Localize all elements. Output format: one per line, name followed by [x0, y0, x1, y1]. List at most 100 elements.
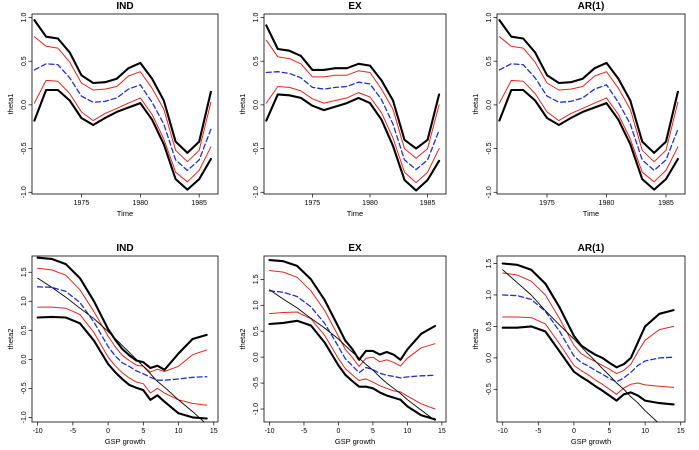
y-tick-label: 0.0	[486, 353, 493, 363]
y-tick-label: 1.0	[486, 290, 493, 300]
y-tick-label: 1.0	[253, 13, 260, 23]
chart-panel-4: IND -10 -5 0 5 10 15 -1.0 -0.5 0.0 0.5 1.0 1.5 GSP gr…	[6, 243, 219, 446]
series-line-inner	[502, 272, 675, 375]
series-line-estimate	[265, 71, 440, 171]
series-line-outer	[33, 88, 212, 191]
chart-panel-6: AR(1) -10 -5 0 5 10 15 -0.5 0.0 0.5 1.0 1.5 GSP grow…	[471, 243, 686, 446]
y-tick-label: 0.5	[486, 56, 493, 66]
series-line-outer	[498, 88, 679, 191]
y-tick-label: 1.5	[21, 267, 28, 277]
y-tick-label: -1.0	[21, 186, 28, 198]
x-tick-label: 5	[371, 428, 375, 435]
x-axis-label: Time	[117, 209, 133, 218]
y-tick-label: 0.5	[253, 56, 260, 66]
y-tick-label: -0.5	[21, 142, 28, 154]
y-tick-label: 0.0	[21, 354, 28, 364]
series-line-outer	[36, 315, 208, 420]
series-line-outer	[268, 259, 437, 361]
y-axis-label: theta2	[471, 329, 480, 350]
y-tick-label: 0.0	[21, 100, 28, 110]
series-line-inner	[502, 316, 675, 395]
chart-panel-2: EX 1975 1980 1985 -1.0 -0.5 0.0 0.5 1.0 Time theta…	[238, 1, 447, 218]
x-tick-label: 1975	[305, 200, 321, 207]
y-tick-label: -1.0	[21, 411, 28, 423]
y-axis-label: theta1	[471, 94, 480, 115]
y-tick-label: -1.0	[253, 403, 260, 415]
x-tick-label: 15	[677, 428, 685, 435]
plot-frame	[496, 255, 686, 423]
x-tick-label: 1985	[658, 200, 674, 207]
x-tick-label: 1980	[133, 200, 149, 207]
y-tick-label: 0.5	[21, 325, 28, 335]
series-line-inner	[37, 267, 208, 373]
y-tick-label: 1.5	[486, 259, 493, 269]
plot-frame	[496, 13, 686, 195]
x-axis-label: GSP growth	[335, 437, 375, 446]
x-tick-label: -5	[70, 428, 76, 435]
x-tick-label: 1980	[362, 200, 378, 207]
plot-frame	[263, 255, 447, 423]
chart-panel-1: IND 1975 1980 1985 -1.0 -0.5 0.0 0.5 1.0 Time thet…	[6, 1, 219, 218]
y-tick-label: 1.5	[253, 274, 260, 284]
series-line-inner	[269, 270, 436, 367]
plot-frame	[31, 255, 219, 423]
chart-panel-3: AR(1) 1975 1980 1985 -1.0 -0.5 0.0 0.5 1.0 Time th…	[471, 1, 686, 218]
y-axis-label: theta1	[6, 94, 15, 115]
series-line-outer	[33, 19, 212, 154]
x-tick-label: 0	[106, 428, 110, 435]
x-axis-label: GSP growth	[571, 437, 611, 446]
series-line-outer	[498, 19, 679, 154]
x-tick-label: 15	[438, 428, 446, 435]
chart-title: IND	[116, 243, 133, 254]
chart-title: IND	[116, 1, 133, 12]
series-line-inner	[265, 39, 440, 159]
plot-frame	[263, 13, 447, 195]
y-tick-label: 0.5	[253, 326, 260, 336]
series-line-estimate	[268, 290, 436, 379]
y-tick-label: -1.0	[253, 186, 260, 198]
chart-title: AR(1)	[578, 243, 605, 254]
x-axis-label: Time	[583, 209, 599, 218]
series-line-inner	[33, 79, 212, 183]
chart-title: EX	[348, 1, 362, 12]
x-tick-label: -5	[535, 428, 541, 435]
y-tick-label: -0.5	[486, 142, 493, 154]
y-tick-label: 0.0	[486, 100, 493, 110]
series-line-estimate	[502, 294, 675, 383]
y-tick-label: -0.5	[253, 377, 260, 389]
x-tick-label: 10	[403, 428, 411, 435]
x-tick-label: 5	[608, 428, 612, 435]
x-tick-label: 10	[175, 428, 183, 435]
series-line-inner	[33, 36, 212, 163]
x-tick-label: 15	[210, 428, 218, 435]
series-line-inner	[269, 311, 436, 410]
series-line-inner	[498, 36, 679, 163]
chart-title: AR(1)	[578, 1, 605, 12]
chart-title: EX	[348, 243, 362, 254]
series-line-reference	[502, 269, 659, 422]
series-line-inner	[265, 86, 440, 184]
x-tick-label: 1985	[191, 200, 207, 207]
y-tick-label: 1.0	[21, 296, 28, 306]
y-tick-label: 1.0	[486, 13, 493, 23]
series-line-reference	[269, 289, 436, 421]
x-tick-label: 1975	[539, 200, 555, 207]
y-tick-label: 0.0	[253, 352, 260, 362]
y-tick-label: 0.5	[21, 56, 28, 66]
y-tick-label: 0.0	[253, 100, 260, 110]
x-tick-label: 1975	[74, 200, 90, 207]
x-tick-label: 1985	[420, 200, 436, 207]
y-axis-label: theta1	[238, 94, 247, 115]
series-line-outer	[265, 24, 441, 150]
x-axis-label: Time	[347, 209, 363, 218]
y-tick-label: 0.5	[486, 321, 493, 331]
y-tick-label: 1.0	[21, 13, 28, 23]
series-line-inner	[37, 306, 208, 406]
y-tick-label: -0.5	[253, 142, 260, 154]
x-tick-label: 0	[337, 428, 341, 435]
y-axis-label: theta2	[6, 329, 15, 350]
x-tick-label: 5	[141, 428, 145, 435]
y-axis-label: theta2	[238, 329, 247, 350]
x-tick-label: 10	[641, 428, 649, 435]
